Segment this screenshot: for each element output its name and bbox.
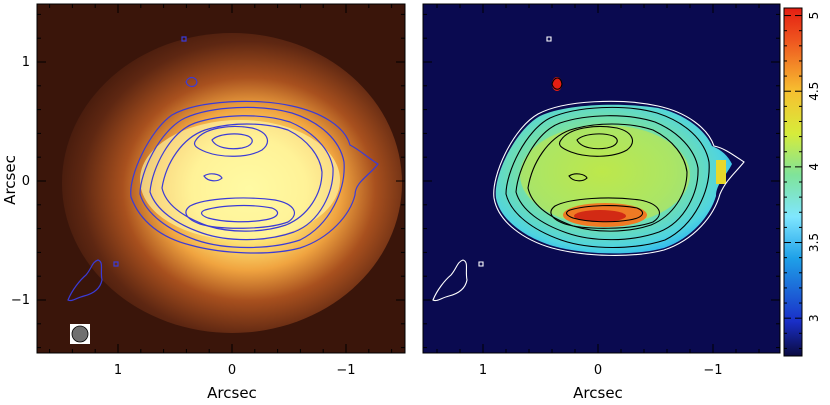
rcontour-small-center (568, 173, 588, 182)
rcontour-2 (505, 106, 710, 248)
rcontour-peak-top-inner (576, 133, 618, 150)
left-x-tick-minus1: −1 (336, 363, 355, 378)
right-panel: 1 0 −1 Arcsec (422, 3, 781, 402)
colorbar: 5 4.5 4 3.5 3 (783, 7, 821, 357)
rcontour-far-north (546, 36, 552, 42)
left-emission-core (140, 120, 340, 240)
colorbar-tick-label: 3.5 (807, 233, 821, 252)
contour-small-center (203, 173, 223, 182)
left-y-tick-1: 1 (22, 55, 30, 70)
colorbar-ticks (784, 15, 802, 349)
right-contours-white (432, 36, 745, 302)
left-x-tick-0: 0 (228, 363, 236, 378)
left-y-tick-0: 0 (22, 174, 30, 189)
colorbar-tick-label: 4 (807, 163, 821, 171)
contour-knot-north (185, 76, 198, 88)
left-panel: 1 0 −1 Arcsec 1 0 −1 Arcsec (1, 3, 406, 402)
contour-southeast-dot (113, 261, 119, 267)
contour-peak-bottom (185, 197, 296, 229)
right-axis-ticks (423, 4, 780, 353)
rcontour-southeast-dot (478, 261, 484, 267)
left-frame (36, 3, 406, 354)
left-x-tick-1: 1 (114, 363, 122, 378)
rcontour-outer (493, 100, 745, 256)
rcontour-knot (551, 77, 563, 90)
right-yellow-knot (716, 160, 726, 184)
beam-ellipse (71, 325, 89, 343)
rcontour-southeast-filament (432, 259, 468, 302)
rcontour-3 (515, 115, 699, 241)
left-x-label: Arcsec (207, 384, 257, 402)
contour-peak-top (193, 125, 269, 157)
contour-2 (139, 106, 345, 249)
right-yellow-region (520, 125, 690, 225)
rcontour-peak-bottom-inner (566, 204, 644, 223)
colorbar-tick-label: 3 (807, 314, 821, 322)
left-contours (67, 36, 379, 302)
rcontour-peak-top (558, 125, 633, 157)
colorbar-tick-label: 4.5 (807, 82, 821, 101)
right-frame (422, 3, 781, 354)
right-red-region (574, 210, 626, 222)
colorbar-tick-label: 5 (807, 12, 821, 20)
contour-peak-bottom-inner (201, 204, 279, 223)
contour-southeast-filament (67, 259, 103, 302)
left-y-label: Arcsec (1, 155, 19, 205)
contour-knot-far-north (181, 36, 187, 42)
left-y-tick-minus1: −1 (11, 293, 30, 308)
right-contours-black (505, 77, 710, 248)
right-x-tick-0: 0 (594, 363, 602, 378)
contour-3 (149, 115, 334, 241)
left-axis-ticks (37, 4, 405, 353)
right-x-tick-1: 1 (479, 363, 487, 378)
right-x-tick-minus1: −1 (703, 363, 722, 378)
right-x-label: Arcsec (573, 384, 623, 402)
contour-outer (130, 100, 379, 254)
contour-peak-top-inner (211, 133, 253, 150)
right-red-knot (552, 77, 562, 91)
colorbar-labels: 5 4.5 4 3.5 3 (807, 12, 821, 322)
rcontour-peak-bottom (550, 197, 660, 229)
